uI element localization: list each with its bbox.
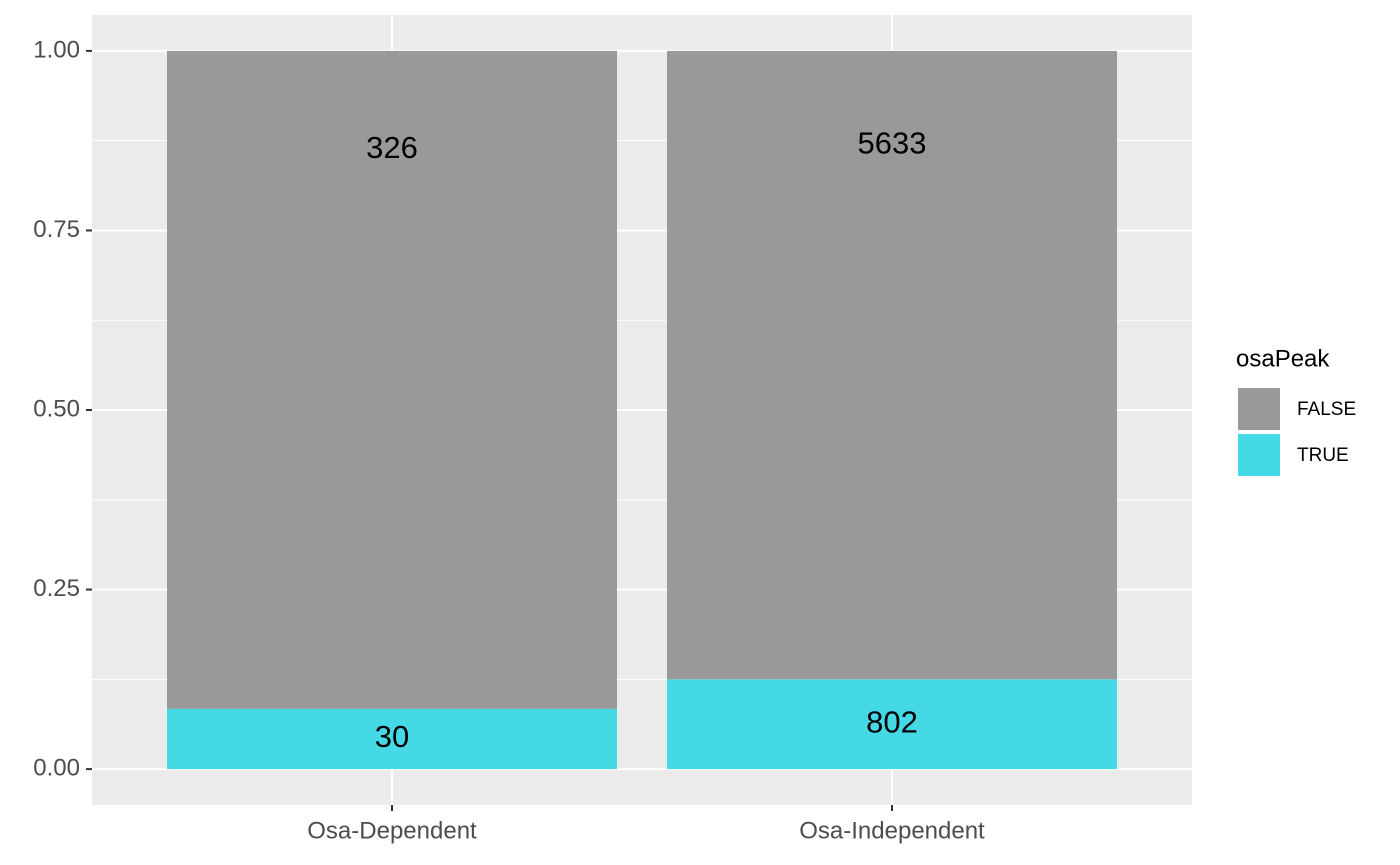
legend-label: FALSE <box>1297 399 1356 420</box>
y-tick-label: 0.00 <box>33 754 80 781</box>
data-label: 802 <box>866 704 918 739</box>
y-tick-label: 1.00 <box>33 36 80 63</box>
y-tick-label: 0.75 <box>33 216 80 243</box>
bar-segment <box>667 679 1117 770</box>
x-tick-label: Osa-Independent <box>799 817 985 844</box>
x-tick-label: Osa-Dependent <box>307 817 477 844</box>
legend-label: TRUE <box>1297 445 1349 466</box>
data-label: 326 <box>366 130 418 165</box>
data-label: 5633 <box>858 125 927 160</box>
y-tick-label: 0.25 <box>33 575 80 602</box>
legend-key <box>1236 386 1282 432</box>
y-tick-label: 0.50 <box>33 395 80 422</box>
data-label: 30 <box>375 719 409 754</box>
bar-segment <box>667 50 1117 680</box>
bar-segment <box>167 50 617 709</box>
legend-key <box>1236 432 1282 478</box>
legend-title: osaPeak <box>1236 345 1330 372</box>
bar-segment <box>167 708 617 770</box>
